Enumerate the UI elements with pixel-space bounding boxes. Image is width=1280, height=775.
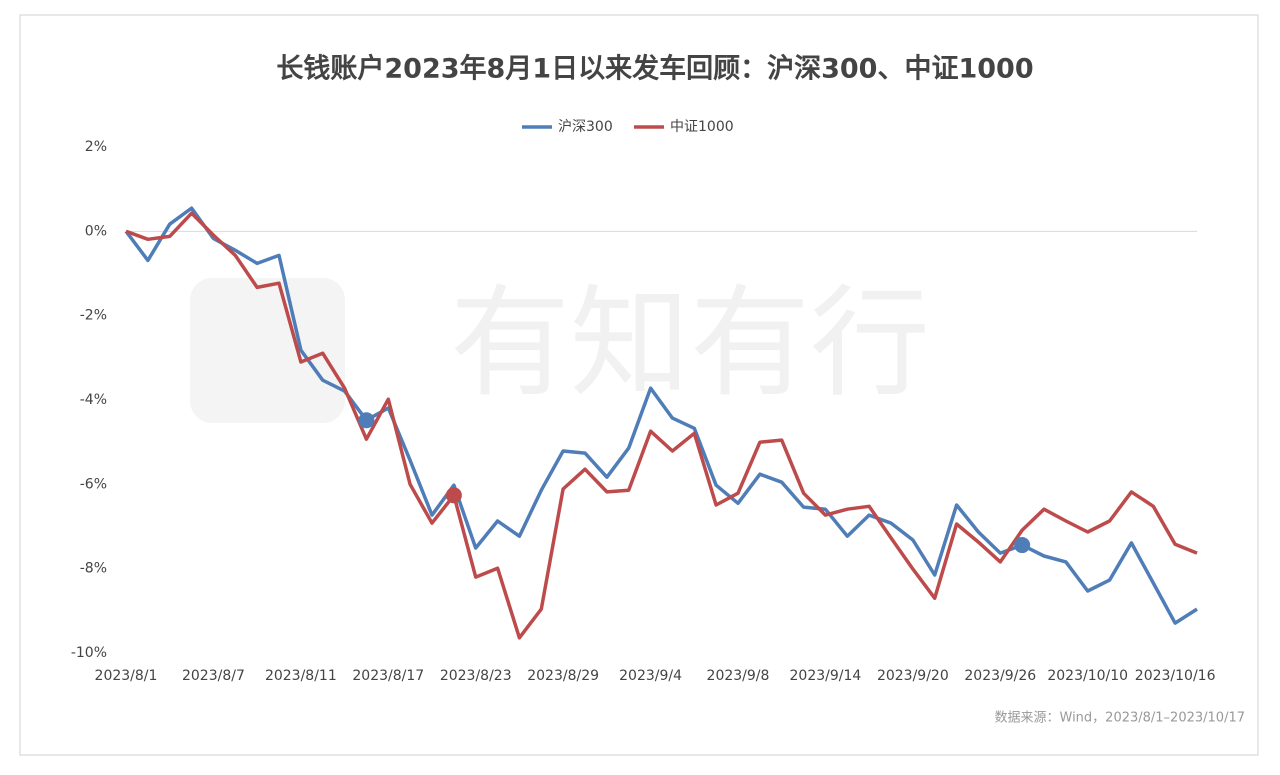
legend-label: 沪深300: [558, 119, 613, 135]
chart-title: 长钱账户2023年8月1日以来发车回顾：沪深300、中证1000: [276, 53, 1033, 85]
series-line: [125, 211, 1198, 640]
y-tick-label: -2%: [80, 308, 107, 324]
x-tick-label: 2023/9/8: [707, 668, 770, 684]
highlight-dot: [358, 412, 375, 429]
x-tick-label: 2023/8/11: [265, 668, 337, 684]
highlight-dot: [1014, 537, 1031, 554]
x-tick-label: 2023/8/23: [440, 668, 512, 684]
y-tick-label: 2%: [85, 139, 107, 155]
y-tick-label: -8%: [80, 561, 107, 577]
watermark-logo: [190, 278, 345, 423]
legend-label: 中证1000: [670, 119, 734, 135]
watermark: 有知有行: [450, 275, 930, 414]
y-tick-label: -10%: [71, 645, 107, 661]
x-tick-label: 2023/8/17: [352, 668, 424, 684]
x-tick-label: 2023/9/26: [964, 668, 1036, 684]
y-tick-label: -4%: [80, 392, 107, 408]
x-tick-label: 2023/9/20: [877, 668, 949, 684]
x-tick-label: 2023/8/1: [95, 668, 158, 684]
highlight-dot: [445, 487, 462, 504]
x-tick-label: 2023/9/14: [790, 668, 862, 684]
y-tick-label: 0%: [85, 223, 107, 239]
x-tick-label: 2023/8/29: [527, 668, 599, 684]
x-tick-label: 2023/10/16: [1135, 668, 1216, 684]
y-tick-label: -6%: [80, 476, 107, 492]
source-note: 数据来源：Wind，2023/8/1–2023/10/17: [995, 711, 1246, 726]
x-tick-label: 2023/10/10: [1047, 668, 1128, 684]
x-tick-label: 2023/8/7: [182, 668, 245, 684]
x-tick-label: 2023/9/4: [619, 668, 682, 684]
